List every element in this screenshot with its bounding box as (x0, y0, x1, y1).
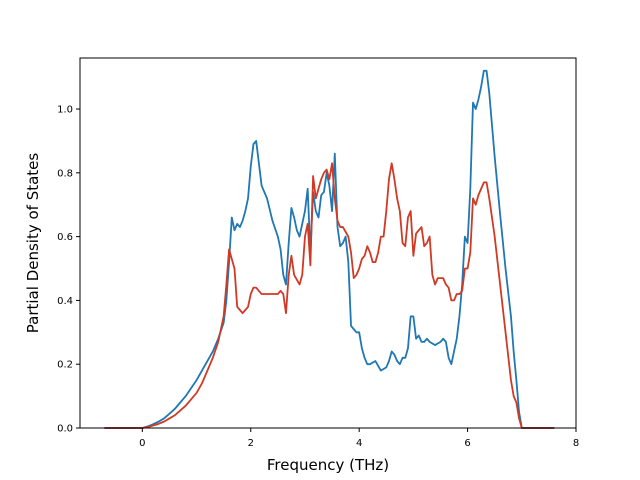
x-tick-label: 2 (248, 438, 254, 449)
y-tick-label: 0.6 (57, 232, 73, 243)
x-tick-label: 6 (464, 438, 470, 449)
y-tick-label: 1.0 (57, 105, 73, 116)
y-tick-label: 0.4 (57, 296, 73, 307)
plot-frame (79, 57, 577, 429)
y-axis-label: Partial Density of States (24, 153, 42, 334)
x-tick-label: 8 (573, 438, 579, 449)
series-line-2 (104, 162, 555, 429)
x-tick-label: 4 (356, 438, 362, 449)
y-tick-label: 0.2 (57, 360, 73, 371)
y-tick-label: 0.0 (57, 424, 73, 435)
plot-lines (104, 69, 555, 429)
y-tick-label: 0.8 (57, 168, 73, 179)
x-axis-label: Frequency (THz) (267, 456, 389, 474)
y-axis-ticks: 0.0 0.2 0.4 0.6 0.8 1.0 (57, 105, 80, 435)
x-axis-ticks: 0 2 4 6 8 (139, 428, 579, 449)
x-tick-label: 0 (139, 438, 145, 449)
